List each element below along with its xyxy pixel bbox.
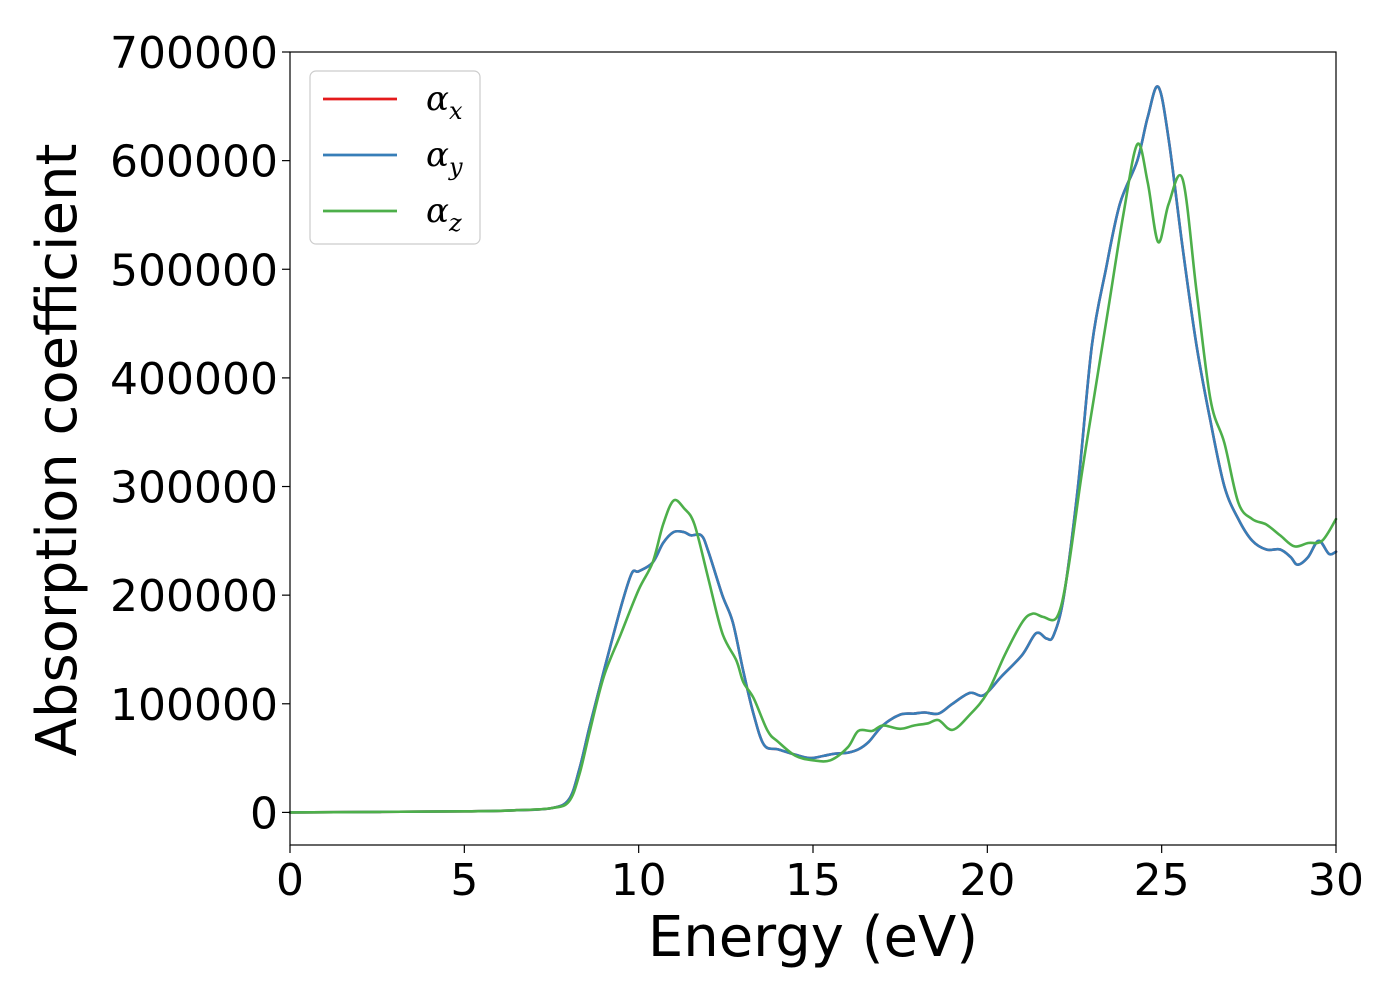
series-line-alpha-z bbox=[288, 142, 1338, 814]
y-axis: 0 100000 200000 300000 400000 500000 600000 700… bbox=[110, 28, 290, 839]
y-tick-label: 500000 bbox=[110, 245, 278, 296]
series-layer bbox=[288, 85, 1338, 814]
x-tick-label: 10 bbox=[611, 855, 667, 906]
x-tick-label: 20 bbox=[959, 855, 1015, 906]
x-tick-label: 25 bbox=[1134, 855, 1190, 906]
y-tick-label: 400000 bbox=[110, 354, 278, 405]
y-tick-label: 600000 bbox=[110, 137, 278, 188]
y-tick-label: 300000 bbox=[110, 463, 278, 514]
x-tick-label: 5 bbox=[450, 855, 478, 906]
legend-label-alpha-y: αy bbox=[426, 135, 463, 181]
y-tick-label: 100000 bbox=[110, 680, 278, 731]
y-tick-label: 700000 bbox=[110, 28, 278, 79]
x-axis-label: Energy (eV) bbox=[648, 905, 978, 970]
x-tick-label: 15 bbox=[785, 855, 841, 906]
x-tick-label: 30 bbox=[1308, 855, 1364, 906]
y-axis-label: Absorption coefficient bbox=[25, 144, 90, 757]
x-tick-label: 0 bbox=[276, 855, 304, 906]
x-axis: 0 5 10 15 20 25 30 bbox=[276, 845, 1364, 906]
y-tick-label: 200000 bbox=[110, 571, 278, 622]
y-tick-label: 0 bbox=[250, 788, 278, 839]
series-line-alpha-y bbox=[288, 85, 1338, 814]
legend-box bbox=[309, 70, 481, 245]
